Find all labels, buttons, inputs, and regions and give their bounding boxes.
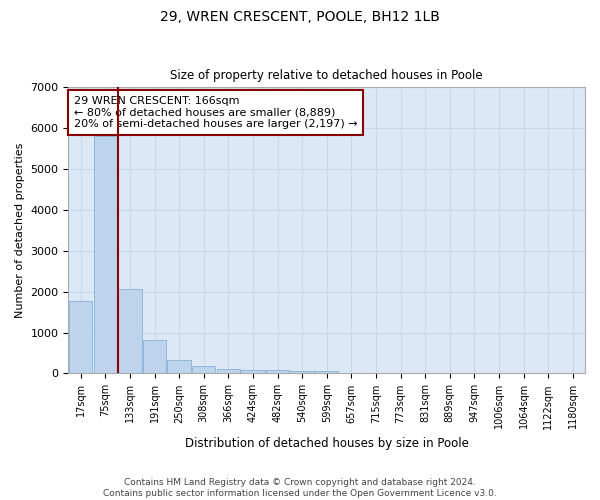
- Bar: [143, 340, 166, 374]
- Text: 29, WREN CRESCENT, POOLE, BH12 1LB: 29, WREN CRESCENT, POOLE, BH12 1LB: [160, 10, 440, 24]
- Bar: [69, 300, 92, 374]
- Bar: [94, 136, 117, 374]
- Y-axis label: Number of detached properties: Number of detached properties: [15, 142, 25, 318]
- Bar: [315, 371, 338, 374]
- Bar: [167, 360, 191, 374]
- Text: 29 WREN CRESCENT: 166sqm
← 80% of detached houses are smaller (8,889)
20% of sem: 29 WREN CRESCENT: 166sqm ← 80% of detach…: [74, 96, 357, 129]
- Bar: [241, 370, 265, 374]
- Bar: [290, 371, 314, 374]
- Bar: [118, 289, 142, 374]
- Bar: [192, 366, 215, 374]
- X-axis label: Distribution of detached houses by size in Poole: Distribution of detached houses by size …: [185, 437, 469, 450]
- Title: Size of property relative to detached houses in Poole: Size of property relative to detached ho…: [170, 69, 483, 82]
- Bar: [266, 370, 289, 374]
- Text: Contains HM Land Registry data © Crown copyright and database right 2024.
Contai: Contains HM Land Registry data © Crown c…: [103, 478, 497, 498]
- Bar: [217, 368, 240, 374]
